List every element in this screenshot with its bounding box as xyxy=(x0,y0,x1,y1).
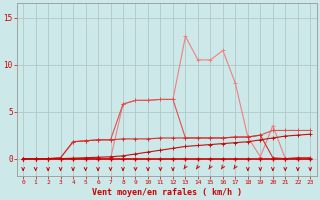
X-axis label: Vent moyen/en rafales ( km/h ): Vent moyen/en rafales ( km/h ) xyxy=(92,188,242,197)
